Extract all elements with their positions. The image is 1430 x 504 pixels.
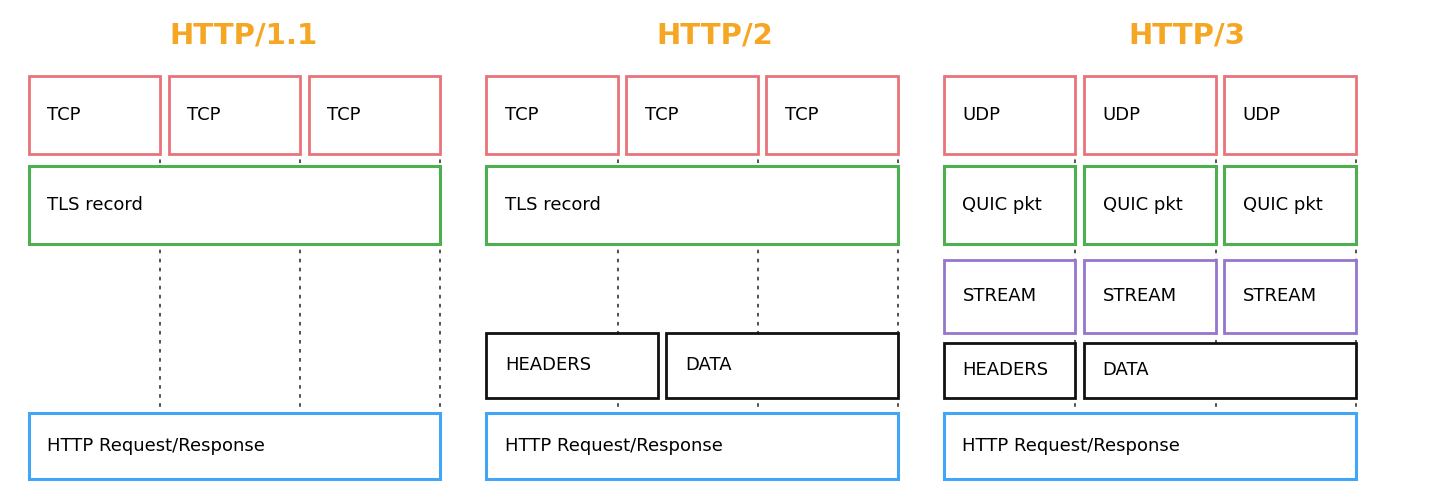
Text: TCP: TCP (645, 106, 678, 123)
FancyBboxPatch shape (626, 76, 758, 154)
FancyBboxPatch shape (1084, 260, 1216, 333)
Text: TCP: TCP (327, 106, 360, 123)
Text: TCP: TCP (47, 106, 80, 123)
FancyBboxPatch shape (486, 166, 898, 244)
Text: QUIC pkt: QUIC pkt (1243, 197, 1323, 214)
Text: TCP: TCP (187, 106, 220, 123)
Text: TCP: TCP (505, 106, 538, 123)
FancyBboxPatch shape (486, 413, 898, 479)
FancyBboxPatch shape (1224, 166, 1356, 244)
Text: STREAM: STREAM (962, 287, 1037, 305)
FancyBboxPatch shape (169, 76, 300, 154)
FancyBboxPatch shape (944, 260, 1075, 333)
Text: DATA: DATA (685, 356, 732, 374)
FancyBboxPatch shape (486, 76, 618, 154)
FancyBboxPatch shape (1084, 166, 1216, 244)
Text: HTTP Request/Response: HTTP Request/Response (962, 437, 1180, 455)
FancyBboxPatch shape (944, 166, 1075, 244)
Text: HTTP/2: HTTP/2 (656, 21, 774, 49)
FancyBboxPatch shape (1224, 76, 1356, 154)
FancyBboxPatch shape (309, 76, 440, 154)
Text: QUIC pkt: QUIC pkt (962, 197, 1042, 214)
Text: UDP: UDP (962, 106, 1001, 123)
Text: UDP: UDP (1243, 106, 1281, 123)
Text: STREAM: STREAM (1243, 287, 1317, 305)
FancyBboxPatch shape (1084, 343, 1356, 398)
FancyBboxPatch shape (29, 166, 440, 244)
FancyBboxPatch shape (1084, 76, 1216, 154)
Text: TCP: TCP (785, 106, 818, 123)
Text: STREAM: STREAM (1103, 287, 1177, 305)
Text: HEADERS: HEADERS (962, 361, 1048, 380)
FancyBboxPatch shape (944, 76, 1075, 154)
Text: QUIC pkt: QUIC pkt (1103, 197, 1183, 214)
FancyBboxPatch shape (944, 413, 1356, 479)
FancyBboxPatch shape (486, 333, 658, 398)
Text: HEADERS: HEADERS (505, 356, 591, 374)
FancyBboxPatch shape (1224, 260, 1356, 333)
Text: TLS record: TLS record (505, 197, 601, 214)
Text: TLS record: TLS record (47, 197, 143, 214)
FancyBboxPatch shape (29, 76, 160, 154)
FancyBboxPatch shape (944, 343, 1075, 398)
Text: HTTP Request/Response: HTTP Request/Response (505, 437, 722, 455)
Text: HTTP/1.1: HTTP/1.1 (169, 21, 317, 49)
Text: HTTP Request/Response: HTTP Request/Response (47, 437, 265, 455)
FancyBboxPatch shape (666, 333, 898, 398)
Text: HTTP/3: HTTP/3 (1128, 21, 1246, 49)
FancyBboxPatch shape (29, 413, 440, 479)
Text: UDP: UDP (1103, 106, 1141, 123)
Text: DATA: DATA (1103, 361, 1150, 380)
FancyBboxPatch shape (766, 76, 898, 154)
